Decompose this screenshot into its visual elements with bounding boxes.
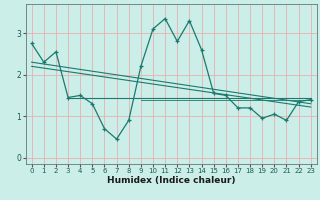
X-axis label: Humidex (Indice chaleur): Humidex (Indice chaleur) xyxy=(107,176,236,185)
